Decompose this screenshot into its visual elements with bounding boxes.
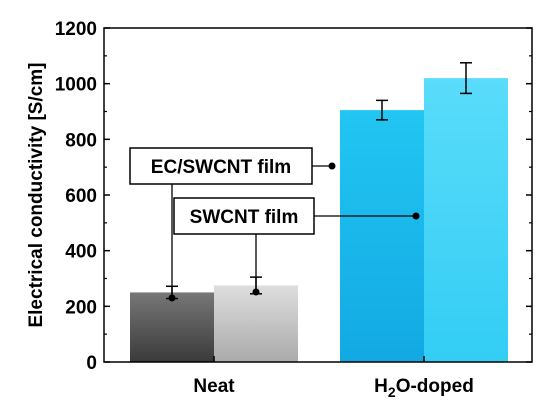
bar-swcnt-neat — [214, 285, 298, 362]
y-tick-label: 1200 — [55, 19, 97, 40]
y-tick-label: 400 — [65, 242, 97, 263]
annotation-label: EC/SWCNT film — [151, 157, 291, 178]
bar-swcnt-doped — [424, 78, 508, 362]
annotation-swcnt: SWCNT film — [173, 197, 420, 296]
y-axis-label: Electrical conductivity [S/cm] — [26, 62, 47, 327]
bar-ec-swcnt-neat — [130, 292, 214, 362]
y-tick-label: 0 — [86, 353, 97, 374]
annotation-ec-swcnt: EC/SWCNT film — [129, 147, 336, 302]
annotation-box — [129, 147, 313, 185]
y-tick-label: 200 — [65, 297, 97, 318]
bar-ec-swcnt-doped — [340, 110, 424, 362]
y-tick-label: 600 — [65, 186, 97, 207]
leader-dot — [328, 162, 336, 170]
annotation-box — [173, 197, 315, 235]
error-bar — [376, 99, 388, 121]
x-tick-label: H2O-doped — [374, 376, 474, 400]
bars-layer — [130, 78, 508, 362]
y-tick-label: 1000 — [55, 75, 97, 96]
error-bar — [460, 62, 472, 95]
annotations-layer: EC/SWCNT film SWCNT film — [129, 147, 420, 302]
y-tick-label: 800 — [65, 130, 97, 151]
leader-dot — [412, 212, 420, 220]
axes-layer: 0 200 400 600 800 1000 1200 Neat H2O-doped — [55, 19, 533, 400]
leader-dot — [168, 294, 176, 302]
annotation-label: SWCNT film — [190, 207, 299, 228]
x-tick-label: Neat — [193, 376, 235, 397]
leader-dot — [252, 288, 260, 296]
